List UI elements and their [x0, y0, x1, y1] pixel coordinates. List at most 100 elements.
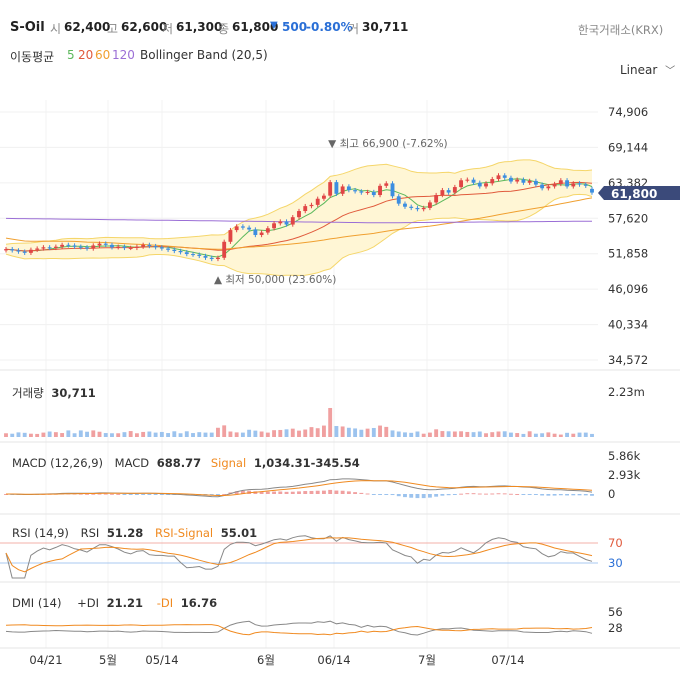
macd-histogram-bar: [434, 494, 439, 497]
macd-histogram-bar: [272, 491, 276, 494]
macd-histogram-bar: [85, 493, 89, 495]
stock-name: S-Oil: [10, 20, 45, 35]
candle-body: [166, 248, 171, 250]
macd-histogram-bar: [590, 494, 594, 496]
volume-bar: [166, 433, 171, 437]
macd-histogram-bar: [122, 494, 127, 495]
volume-bar: [128, 431, 133, 437]
volume-bar: [216, 427, 220, 437]
mdi-line: [5, 624, 593, 636]
volume-bar: [521, 433, 526, 437]
volume-bar: [47, 431, 52, 437]
candle-body: [390, 183, 395, 197]
candle-body: [459, 180, 464, 188]
close-value: 61,800: [232, 20, 279, 34]
ma5-label[interactable]: 5: [67, 48, 75, 62]
candle-body: [440, 190, 445, 196]
ma5-line: [5, 178, 593, 258]
candle-body: [484, 183, 488, 187]
macd-histogram-bar: [278, 491, 283, 494]
current-price-value: 61,800: [611, 187, 657, 201]
volume-bar: [147, 431, 152, 437]
volume-bar: [440, 431, 445, 437]
macd-histogram-bar: [141, 494, 146, 495]
volume-bar: [284, 429, 289, 437]
rsi-line: [5, 535, 593, 579]
candle-body: [565, 180, 569, 187]
dmi-panel-label: DMI (14) +DI 21.21 -DI 16.76: [12, 596, 217, 610]
candle-body: [371, 191, 376, 196]
macd-histogram-bar: [290, 491, 295, 494]
change-arrow: ▼: [270, 20, 278, 31]
candle-body: [85, 247, 89, 249]
volume-bar: [540, 433, 545, 437]
candle-body: [153, 246, 158, 248]
bollinger-label[interactable]: Bollinger Band (20,5): [140, 48, 268, 62]
volume-bar: [359, 429, 364, 437]
macd-panel-label: MACD (12,26,9) MACD 688.77 Signal 1,034.…: [12, 456, 360, 470]
candle-body: [240, 226, 245, 228]
candle-body: [515, 179, 520, 182]
volume-bar: [583, 432, 588, 437]
macd-histogram-bar: [546, 494, 551, 496]
volume-bar: [97, 431, 102, 437]
volume-bar: [452, 431, 457, 437]
macd-panel: [4, 478, 594, 499]
macd-histogram-bar: [153, 494, 158, 495]
candle-body: [272, 223, 276, 229]
volume-y-tick: 2.23m: [608, 385, 645, 399]
candle-body: [552, 183, 557, 187]
volume-bar: [153, 432, 158, 437]
candle-body: [197, 254, 202, 256]
x-axis-labels: 04/21 5월 05/14 6월 06/14 7월 07/14: [29, 653, 524, 667]
macd-histogram-bar: [234, 491, 239, 494]
low-value: 61,300: [176, 20, 223, 34]
candle-body: [110, 244, 114, 248]
ma60-line: [5, 197, 593, 250]
volume-panel-label: 거래량 30,711: [12, 386, 96, 400]
macd-histogram-bar: [558, 494, 563, 496]
macd-histogram-bar: [521, 494, 526, 495]
ma60-label[interactable]: 60: [95, 48, 111, 62]
volume-bar: [421, 433, 426, 437]
x-tick-label: 5월: [99, 653, 117, 667]
candle-body: [41, 247, 46, 249]
pdi-line: [5, 620, 593, 636]
macd-histogram-bar: [390, 494, 395, 496]
volume-bar: [465, 431, 470, 437]
volume-bar: [222, 425, 227, 437]
candle-body: [35, 248, 40, 250]
volume-bar: [184, 431, 189, 437]
candle-body: [583, 184, 588, 186]
macd-histogram-bar: [415, 494, 420, 499]
candle-body: [309, 204, 314, 207]
candle-body: [490, 179, 495, 184]
volume-bar: [552, 433, 557, 437]
volume-bar: [191, 433, 195, 437]
macd-histogram-bar: [403, 494, 407, 498]
candle-body: [147, 244, 152, 247]
volume-bar: [29, 433, 33, 437]
macd-histogram-bar: [340, 490, 345, 494]
candle-body: [159, 247, 164, 249]
macd-histogram-bar: [446, 494, 451, 496]
volume-bars: [4, 407, 594, 437]
volume-bar: [172, 431, 177, 437]
volume-bar: [10, 433, 15, 437]
period-high-note: ▼ 최고 66,900 (-7.62%): [328, 138, 448, 150]
volume-bar: [91, 430, 96, 437]
volume-bar: [459, 431, 464, 437]
ma20-label[interactable]: 20: [78, 48, 94, 62]
ma120-label[interactable]: 120: [112, 48, 135, 62]
volume-bar: [141, 431, 146, 437]
rsi-panel: [0, 535, 598, 579]
macd-histogram-bar: [452, 494, 457, 495]
volume-bar: [328, 407, 333, 437]
volume-value: 30,711: [362, 20, 409, 34]
scale-dropdown[interactable]: Linear ﹀: [620, 62, 675, 77]
macd-histogram-bar: [515, 493, 520, 495]
macd-histogram-bar: [110, 493, 114, 495]
candle-body: [60, 244, 65, 247]
volume-bar: [309, 427, 314, 437]
